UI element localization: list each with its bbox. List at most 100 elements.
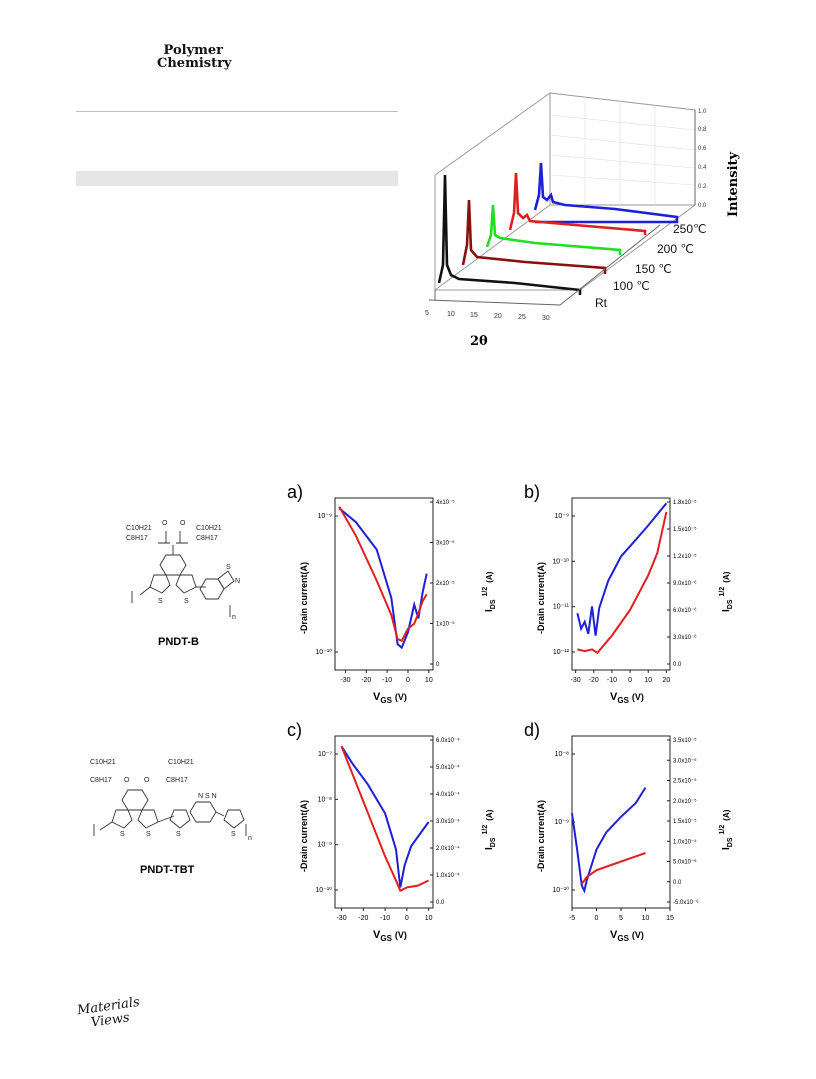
x-label-main: V: [373, 929, 381, 941]
xrd-trace-150: [485, 204, 622, 255]
x-tick-label: 5: [619, 915, 623, 922]
xrd-z-tick: 0.0: [698, 203, 707, 209]
xrd-trace-250: [533, 162, 679, 224]
xrd-grid: [549, 97, 696, 208]
y-right-label-main: I: [721, 847, 732, 850]
journal-name-line1: Polymer: [163, 43, 223, 58]
xrd-x-label: 2θ: [470, 334, 488, 349]
panel-label: d): [524, 720, 540, 740]
x-label-unit: (V): [632, 930, 644, 940]
y-left-tick-label: 10⁻⁹: [555, 513, 569, 520]
xrd-temp-label: 200 ℃: [657, 242, 694, 256]
xrd-temperature-labels: Rt 100 ℃ 150 ℃ 200 ℃ 250℃: [595, 222, 707, 310]
y-right-tick-label: 0.0: [436, 900, 445, 906]
xrd-trace-200: [508, 172, 647, 235]
y-right-tick-label: 9.0x10⁻⁶: [673, 580, 697, 587]
series-line: [576, 502, 668, 636]
y-left-tick-label: 10⁻¹¹: [553, 604, 570, 611]
xrd-y-axis: [559, 224, 661, 306]
y-right-label-unit: (A): [722, 571, 731, 582]
x-tick-label: 15: [666, 915, 674, 922]
xrd-x-tick: 30: [542, 315, 550, 322]
xrd-z-tick: 0.4: [698, 165, 707, 171]
x-label-sub: GS: [617, 934, 629, 943]
series-line: [580, 852, 646, 885]
y-right-tick-label: 0.0: [673, 880, 682, 886]
transfer-chart-c: c) -30 -20 -10 0 10 10⁻⁷ 10⁻⁸ 10⁻⁹ 10⁻¹⁰ 6.0x10⁻⁴ 5…: [287, 720, 497, 943]
y-right-label-unit: (A): [722, 809, 731, 820]
xrd-figure: 5 10 15 20 25 30 2θ Rt 100 ℃ 150 ℃ 200 ℃…: [425, 92, 741, 349]
xrd-x-axis: [428, 299, 561, 306]
xrd-temp-label: Rt: [595, 296, 608, 310]
transfer-chart-a: a) -30 -20 -10 0 10 10⁻⁹ 10⁻¹⁰ 4x10⁻⁵ 3x10⁻⁵ 2x10⁻…: [287, 482, 497, 705]
y-right-tick-label: 4x10⁻⁵: [436, 499, 455, 506]
svg-text:O: O: [124, 777, 130, 784]
y-right-tick-label: 5.0x10⁻⁴: [436, 764, 460, 771]
y-right-tick-label: 1.0x10⁻⁴: [436, 872, 460, 879]
table-header-bar: [76, 171, 398, 186]
xrd-x-ticks: 5 10 15 20 25 30: [425, 310, 550, 322]
y-left-tick-label: 10⁻⁸: [318, 796, 332, 803]
xrd-trace-rt: [437, 174, 582, 295]
y-right-label-sup: 1/2: [719, 587, 726, 597]
substituent-label: C10H21: [196, 525, 222, 532]
y-right-tick-label: 5.0x10⁻⁶: [673, 859, 697, 866]
x-tick-label: 0: [595, 915, 599, 922]
y-left-tick-label: 10⁻⁸: [555, 751, 569, 758]
y-left-label: -Drain current(A): [536, 800, 546, 872]
x-label-sub: GS: [380, 696, 392, 705]
xrd-x-tick: 25: [518, 314, 526, 321]
x-tick-label: -30: [340, 677, 350, 684]
xrd-x-tick: 15: [470, 312, 478, 319]
xrd-frame: [434, 92, 696, 291]
svg-text:N S N: N S N: [198, 793, 217, 800]
series-line: [577, 511, 668, 655]
y-right-label-unit: (A): [485, 571, 494, 582]
y-right-label: IDS1/2 (A): [482, 571, 497, 612]
svg-text:S: S: [226, 564, 231, 571]
y-right-label-sup: 1/2: [719, 825, 726, 835]
panel-label: b): [524, 482, 540, 502]
xrd-z-label: Intensity: [726, 151, 741, 217]
y-right-tick-label: 1.5x10⁻⁵: [673, 526, 697, 533]
y-right-label-sub: DS: [727, 599, 734, 609]
x-label: VGS (V): [610, 691, 644, 705]
substituent-label: C8H17: [196, 535, 218, 542]
series-line: [338, 506, 428, 643]
y-left-tick-label: 10⁻¹²: [553, 649, 570, 656]
series-line: [571, 787, 647, 894]
svg-text:S: S: [231, 831, 236, 838]
header-rule: [76, 111, 398, 112]
y-left-tick-label: 10⁻¹⁰: [315, 886, 332, 894]
y-left-label: -Drain current(A): [299, 800, 309, 872]
x-tick-label: 10: [642, 915, 650, 922]
y-right-tick-label: 6.0x10⁻⁴: [436, 737, 460, 744]
y-right-label-main: I: [484, 609, 495, 612]
y-right-label-sub: DS: [490, 837, 497, 847]
y-right-tick-label: 3.0x10⁻⁴: [436, 818, 460, 825]
transfer-chart-b: b) -30 -20 -10 0 10 20 10⁻⁹ 10⁻¹⁰ 10⁻¹¹ 10⁻¹² 1.8x1…: [524, 482, 734, 705]
y-right-tick-label: 1.5x10⁻⁵: [673, 818, 697, 825]
svg-text:S: S: [146, 831, 151, 838]
xrd-temp-label: 100 ℃: [613, 279, 650, 293]
plot-frame: [334, 497, 434, 671]
xrd-z-ticks: 0.0 0.2 0.4 0.6 0.8 1.0: [698, 109, 707, 209]
x-label-sub: GS: [617, 696, 629, 705]
xrd-temp-label: 150 ℃: [635, 262, 672, 276]
y-right-label: IDS1/2 (A): [482, 809, 497, 850]
y-right-label-sub: DS: [490, 599, 497, 609]
y-right-tick-label: 3.5x10⁻⁵: [673, 737, 697, 744]
y-left-tick-label: 10⁻⁹: [318, 513, 332, 520]
y-right-tick-label: -5.0x10⁻⁶: [673, 899, 699, 906]
x-tick-label: -30: [336, 915, 346, 922]
substituent-label: C8H17: [126, 535, 148, 542]
x-tick-label: 10: [425, 677, 433, 684]
y-right-tick-label: 4.0x10⁻⁴: [436, 791, 460, 798]
svg-text:S: S: [176, 831, 181, 838]
y-right-label-main: I: [484, 847, 495, 850]
xrd-x-tick: 20: [494, 313, 502, 320]
xrd-z-tick: 1.0: [698, 109, 707, 115]
y-right-tick-label: 1x10⁻⁵: [436, 621, 455, 628]
x-tick-label: -5: [569, 915, 575, 922]
